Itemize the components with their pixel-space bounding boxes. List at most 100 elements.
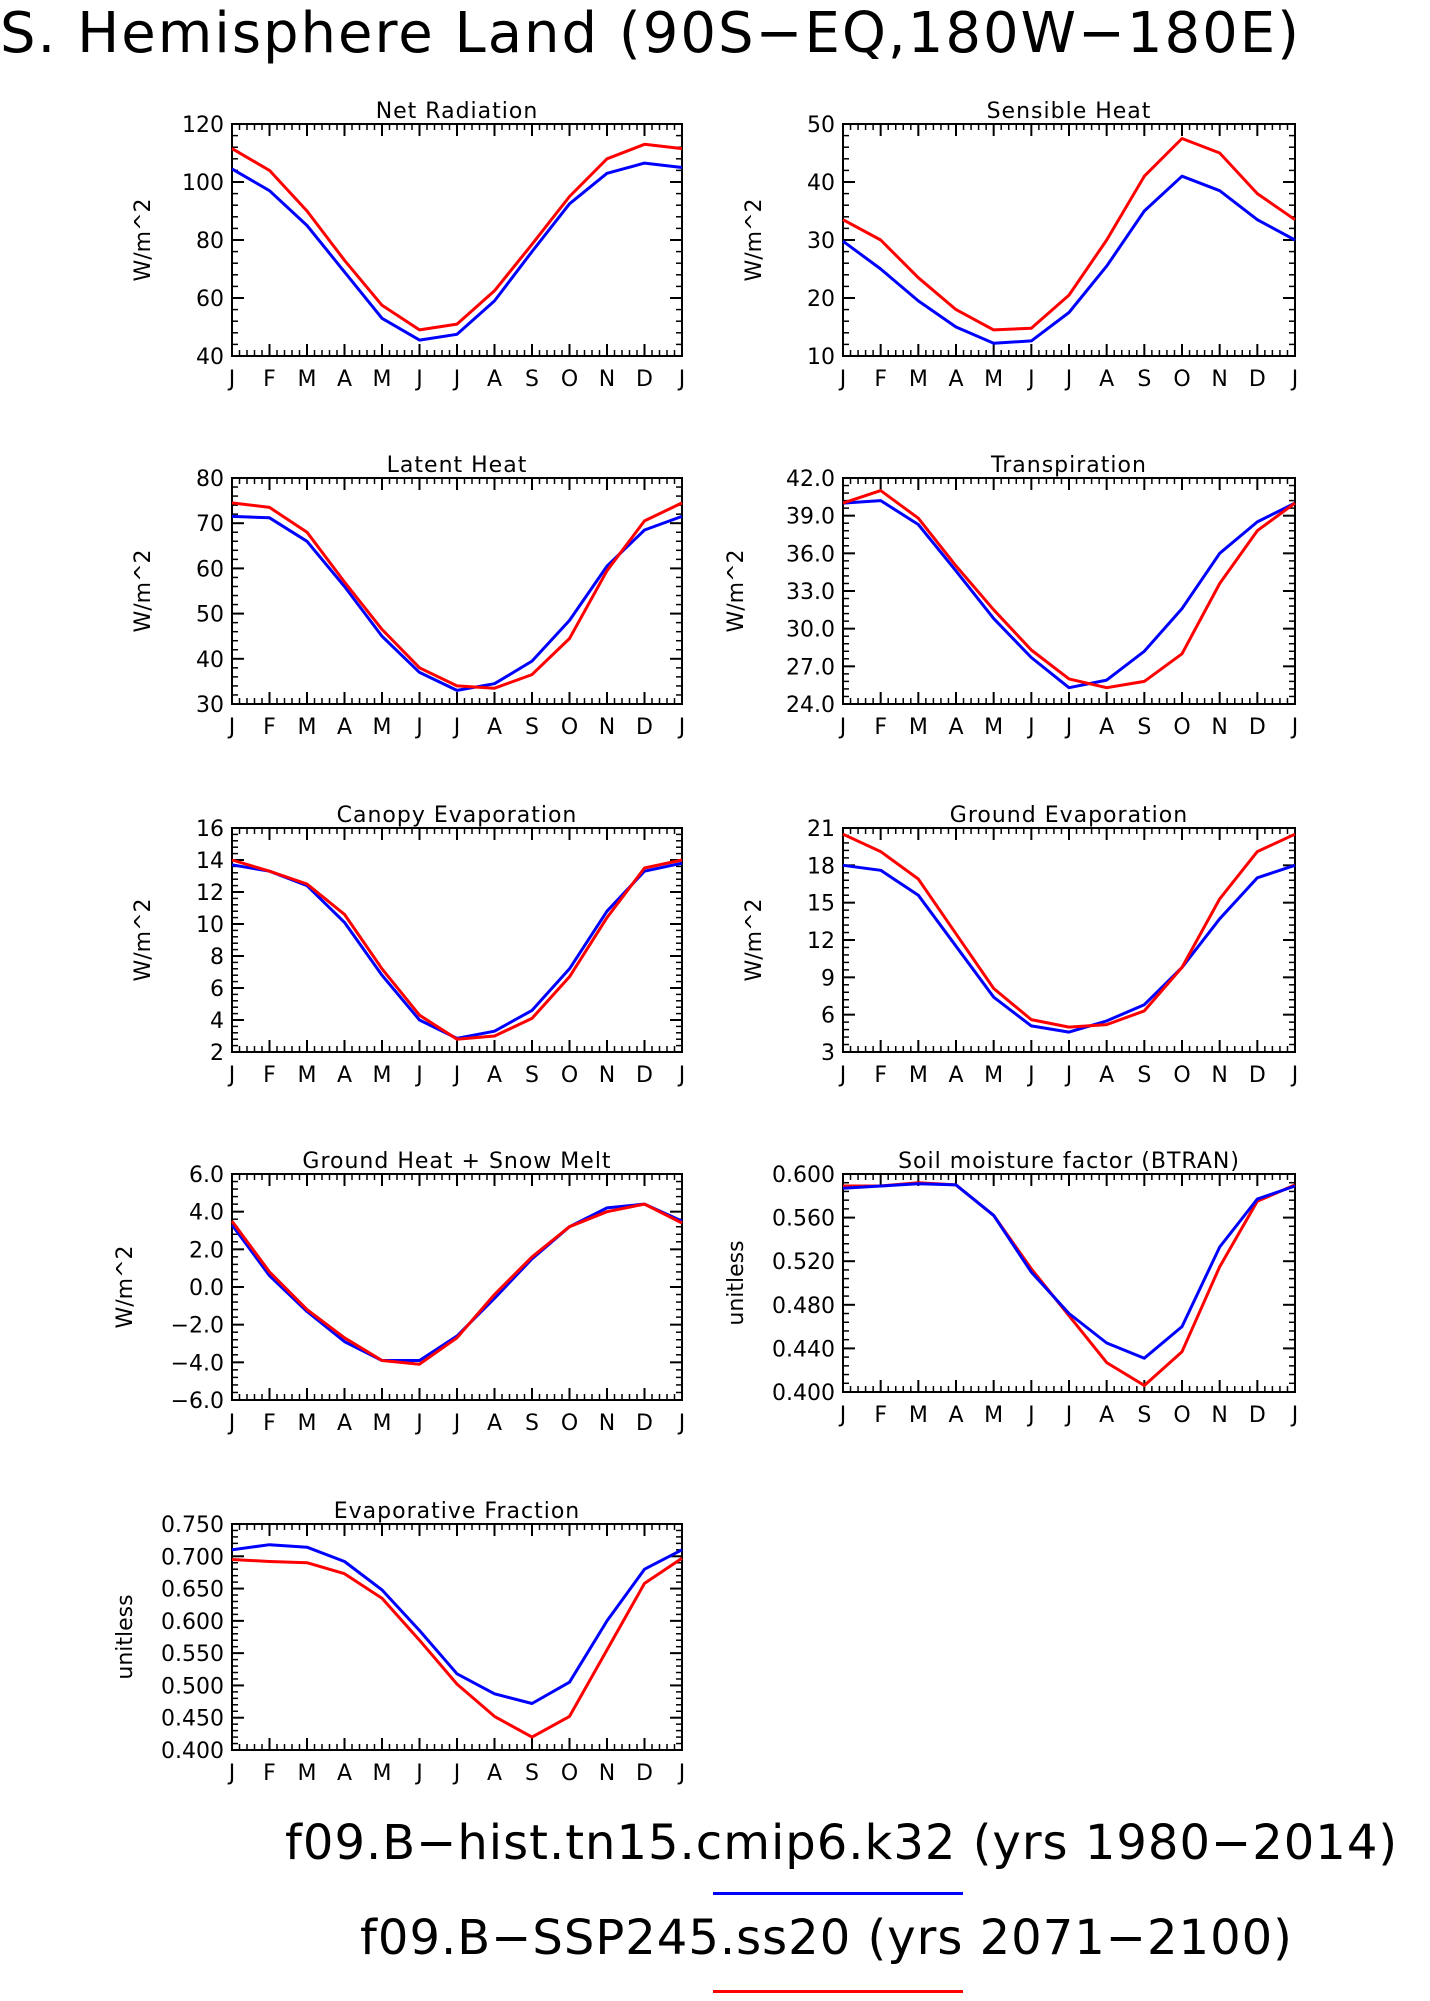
panel-title: Ground Evaporation [950,803,1188,828]
x-tick-label: N [1211,367,1227,392]
y-tick-label: 0.480 [772,1294,835,1319]
x-tick-label: J [677,1411,686,1436]
x-tick-label: J [227,715,236,740]
y-tick-label: 0.0 [189,1276,224,1301]
legend-swatch-historical [713,1892,963,1895]
series-line-red [842,489,1296,690]
series-line-red [231,142,683,332]
x-tick-label: J [414,1063,423,1088]
y-tick-label: 0.600 [772,1163,835,1188]
x-tick-label: J [414,367,423,392]
x-tick-label: F [874,367,887,392]
x-tick-label: F [263,1063,276,1088]
x-tick-label: M [909,367,928,392]
x-tick-label: N [599,715,615,740]
x-tick-label: N [1211,1063,1227,1088]
y-tick-label: 0.600 [161,1610,224,1635]
panel-title: Evaporative Fraction [334,1499,580,1524]
y-tick-label: 0.560 [772,1207,835,1232]
y-tick-label: 10 [807,345,835,370]
y-tick-label: 60 [196,287,224,312]
x-tick-label: D [636,1063,653,1088]
panel-title: Ground Heat + Snow Melt [302,1149,611,1174]
x-tick-label: J [677,715,686,740]
x-tick-label: J [227,367,236,392]
x-tick-label: N [599,367,615,392]
x-tick-label: J [677,1761,686,1786]
x-tick-label: N [1211,715,1227,740]
x-tick-label: A [487,715,502,740]
x-tick-label: M [984,1063,1003,1088]
x-tick-label: A [337,1761,352,1786]
x-tick-label: S [1137,367,1151,392]
x-tick-label: A [337,1411,352,1436]
y-tick-label: 6.0 [189,1163,224,1188]
x-tick-label: J [452,367,461,392]
x-tick-label: M [373,1411,392,1436]
x-tick-label: D [1249,715,1266,740]
x-tick-label: D [1249,1403,1266,1428]
x-tick-label: S [1137,1063,1151,1088]
x-tick-label: S [525,1411,539,1436]
y-tick-label: 15 [807,892,835,917]
panel-title: Net Radiation [376,99,539,124]
x-tick-label: D [636,715,653,740]
x-tick-label: F [263,715,276,740]
y-tick-label: 12 [196,881,224,906]
x-tick-label: J [452,1063,461,1088]
y-tick-label: 4.0 [189,1201,224,1226]
x-tick-label: F [263,1761,276,1786]
y-tick-label: 80 [196,229,224,254]
x-tick-label: D [636,1761,653,1786]
x-tick-label: A [1099,1403,1114,1428]
series-line-blue [231,861,683,1040]
x-tick-label: J [452,1411,461,1436]
x-tick-label: M [909,1063,928,1088]
x-tick-label: A [487,1411,502,1436]
y-axis-label: W/m^2 [113,1245,138,1328]
x-tick-label: J [414,1411,423,1436]
x-tick-label: J [1026,1063,1035,1088]
x-tick-label: M [298,1411,317,1436]
main-title: S. Hemisphere Land (90S−EQ,180W−180E) [0,1,1302,66]
series-line-blue [231,1543,683,1705]
x-tick-label: S [525,1761,539,1786]
x-tick-label: F [874,715,887,740]
x-tick-label: J [1064,367,1073,392]
y-axis-label: unitless [724,1240,749,1325]
y-tick-label: 3 [821,1041,835,1066]
y-tick-label: 2 [210,1041,224,1066]
x-tick-label: M [298,367,317,392]
x-tick-label: J [414,1761,423,1786]
x-tick-label: J [838,715,847,740]
y-axis-label: W/m^2 [131,198,156,281]
x-tick-label: A [487,1761,502,1786]
y-tick-label: 80 [196,467,224,492]
y-tick-label: 14 [196,849,224,874]
legend-entry-historical: f09.B−hist.tn15.cmip6.k32 (yrs 1980−2014… [285,1815,1399,1871]
x-tick-label: F [874,1063,887,1088]
x-tick-label: S [525,367,539,392]
y-tick-label: 0.550 [161,1642,224,1667]
x-tick-label: J [838,367,847,392]
x-tick-label: A [337,1063,352,1088]
y-tick-label: 18 [807,854,835,879]
x-tick-label: J [227,1411,236,1436]
x-tick-label: A [948,367,963,392]
y-tick-label: 42.0 [786,467,835,492]
x-tick-label: A [948,1403,963,1428]
x-tick-label: S [525,715,539,740]
series-line-red [230,1202,683,1366]
y-tick-label: 50 [196,603,224,628]
series-line-blue [842,174,1296,345]
x-tick-label: J [838,1063,847,1088]
x-tick-label: A [1099,1063,1114,1088]
y-axis-label: W/m^2 [742,198,767,281]
x-tick-label: M [984,715,1003,740]
x-tick-label: D [1249,1063,1266,1088]
